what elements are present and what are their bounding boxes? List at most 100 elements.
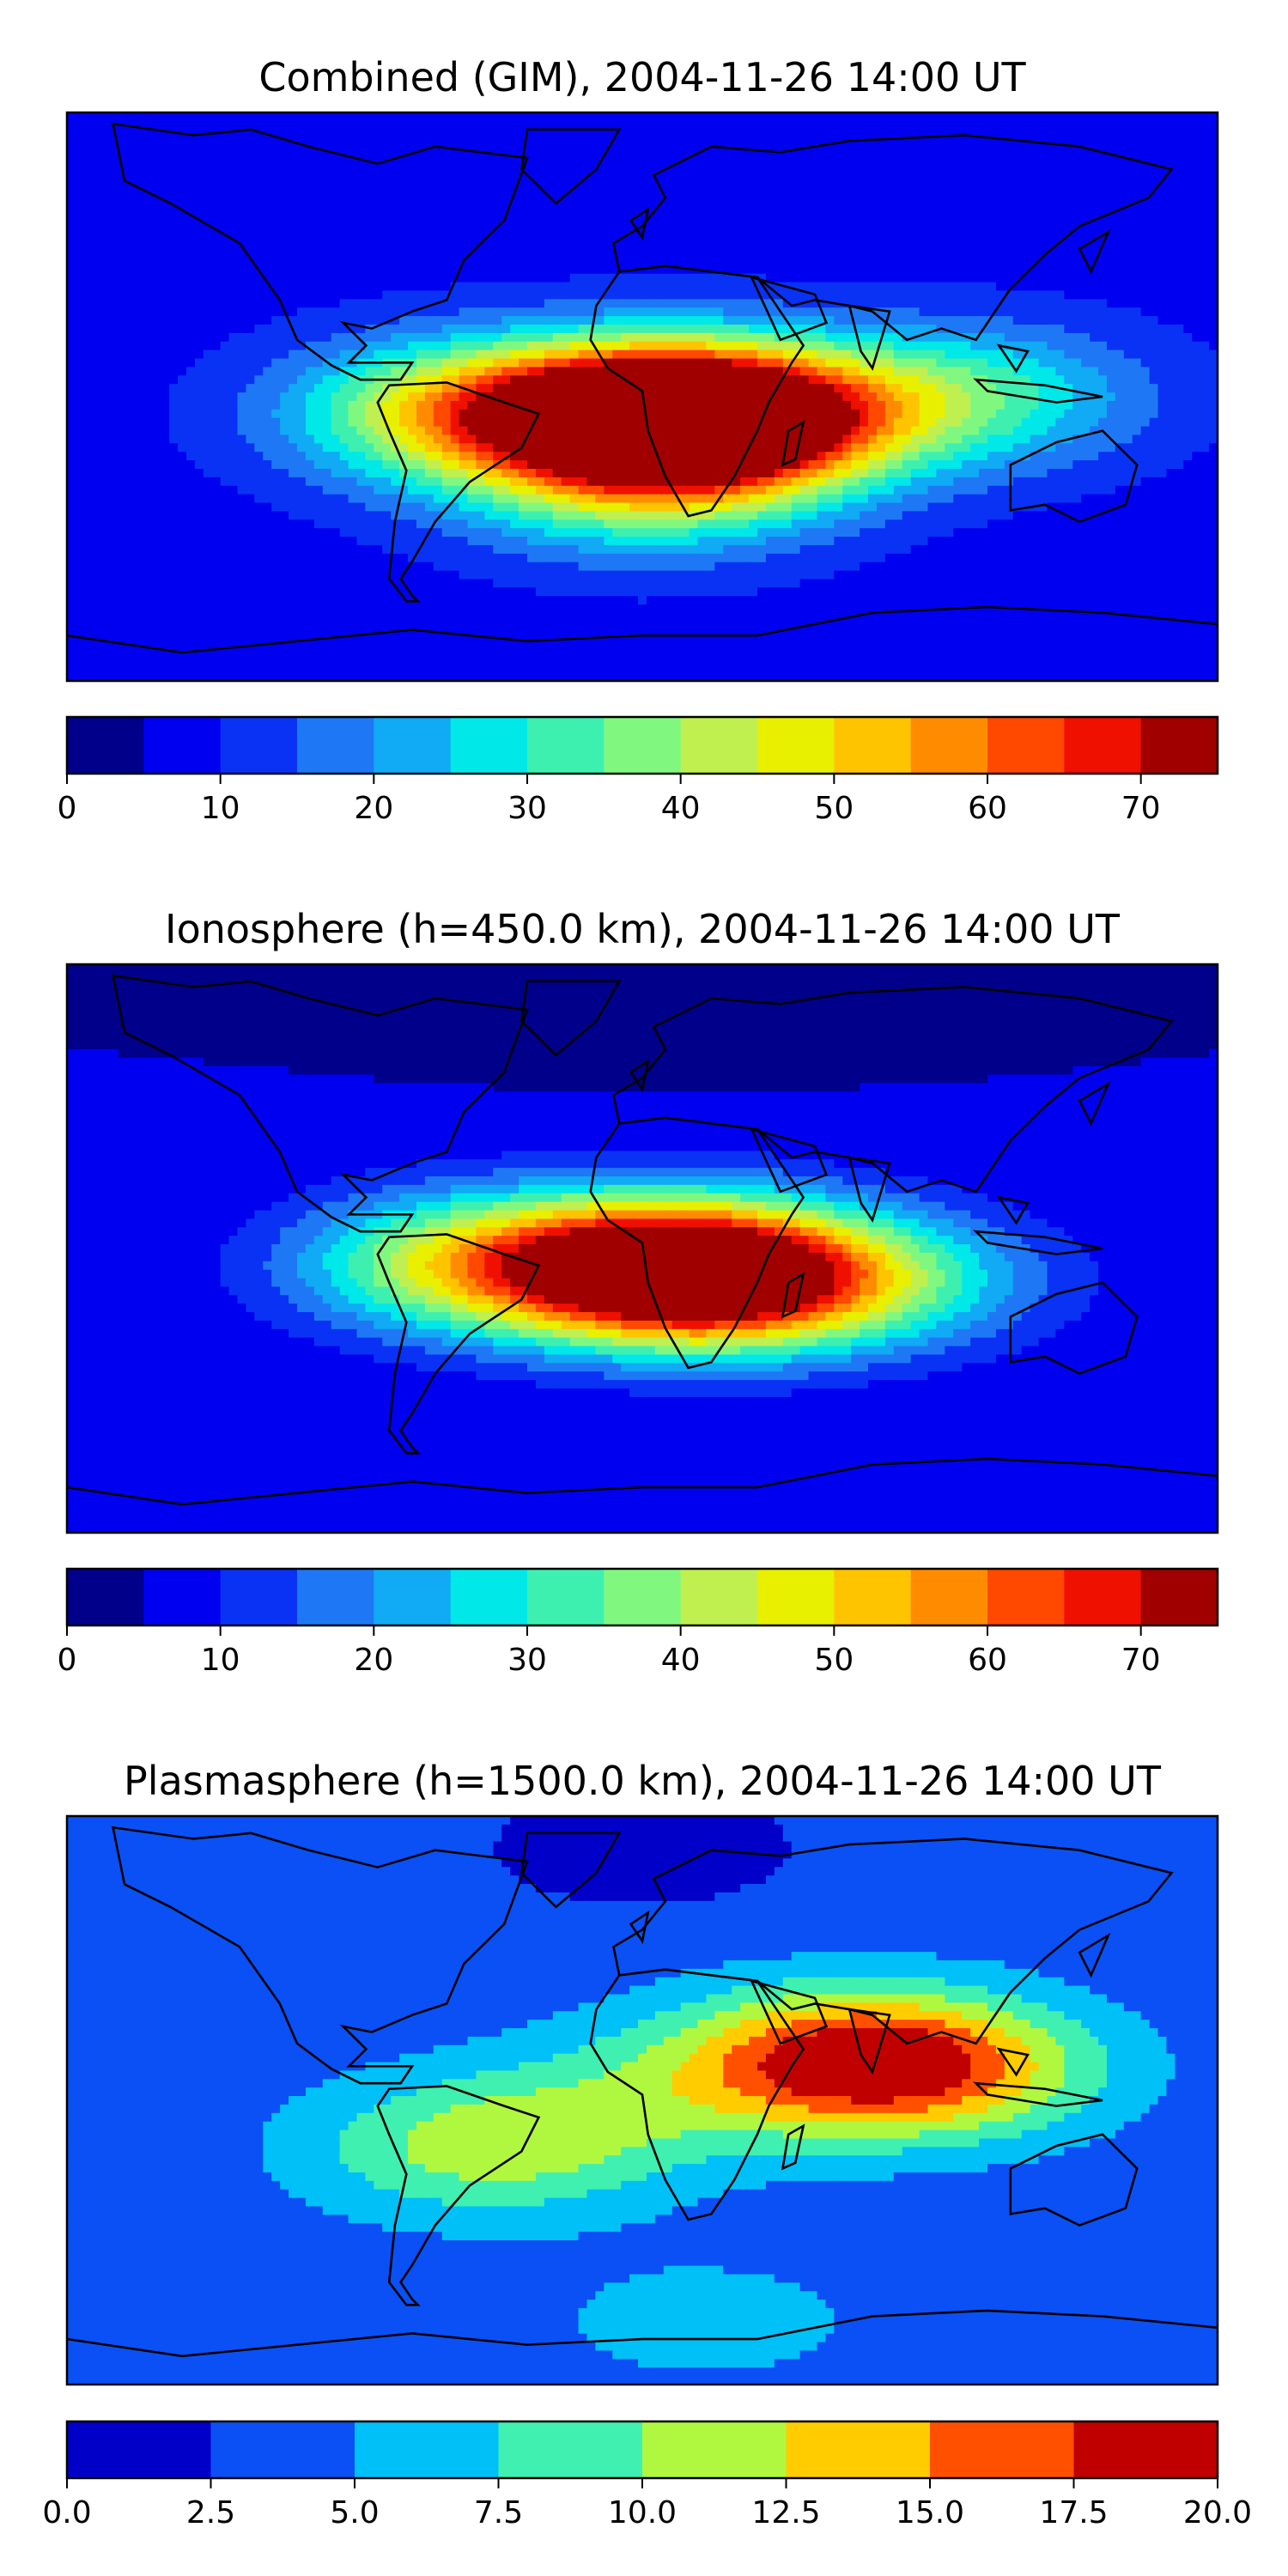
heatmap-cell	[289, 256, 298, 266]
heatmap-cell	[774, 299, 784, 308]
heatmap-cell	[313, 137, 324, 148]
heatmap-cell	[995, 155, 1005, 164]
heatmap-cell	[1106, 205, 1116, 216]
heatmap-cell	[834, 375, 843, 385]
heatmap-cell	[817, 163, 827, 173]
heatmap-cell	[75, 325, 85, 334]
heatmap-cell	[152, 155, 161, 164]
heatmap-cell	[161, 307, 170, 317]
heatmap-cell	[774, 205, 784, 216]
heatmap-cell	[1175, 282, 1184, 292]
heatmap-cell	[586, 282, 597, 292]
heatmap-cell	[161, 137, 170, 148]
heatmap-cell	[834, 341, 843, 351]
heatmap-cell	[271, 299, 281, 308]
heatmap-cell	[834, 214, 843, 224]
heatmap-cell	[1132, 367, 1142, 376]
heatmap-cell	[1072, 392, 1082, 402]
heatmap-cell	[100, 129, 111, 139]
heatmap-cell	[654, 384, 665, 393]
heatmap-cell	[638, 120, 647, 131]
heatmap-cell	[433, 112, 443, 122]
heatmap-cell	[654, 172, 665, 181]
heatmap-cell	[356, 214, 367, 224]
heatmap-cell	[356, 316, 367, 325]
heatmap-cell	[638, 137, 647, 148]
heatmap-cell	[1157, 392, 1168, 402]
heatmap-cell	[646, 188, 656, 198]
heatmap-cell	[1047, 384, 1057, 393]
heatmap-cell	[1038, 264, 1048, 275]
heatmap-cell	[953, 400, 963, 410]
heatmap-cell	[220, 316, 230, 325]
heatmap-cell	[1123, 129, 1133, 139]
heatmap-cell	[408, 325, 417, 334]
heatmap-cell	[118, 290, 128, 300]
heatmap-cell	[740, 197, 750, 207]
heatmap-cell	[100, 188, 111, 198]
heatmap-cell	[953, 205, 963, 216]
heatmap-cell	[510, 222, 519, 232]
heatmap-cell	[1149, 222, 1159, 232]
heatmap-cell	[246, 307, 255, 317]
heatmap-cell	[1047, 282, 1057, 292]
heatmap-cell	[680, 341, 690, 351]
heatmap-cell	[1123, 146, 1133, 155]
heatmap-cell	[391, 299, 400, 308]
heatmap-cell	[493, 400, 502, 410]
heatmap-cell	[1157, 264, 1168, 275]
heatmap-cell	[178, 409, 187, 419]
heatmap-cell	[782, 172, 793, 181]
heatmap-cell	[799, 341, 810, 351]
heatmap-cell	[970, 137, 980, 148]
heatmap-cell	[1021, 273, 1031, 283]
heatmap-cell	[297, 180, 307, 190]
heatmap-cell	[646, 256, 656, 266]
heatmap-cell	[765, 120, 775, 131]
heatmap-cell	[67, 205, 76, 216]
heatmap-cell	[75, 214, 85, 224]
heatmap-cell	[706, 188, 715, 198]
heatmap-cell	[646, 384, 656, 393]
heatmap-cell	[544, 282, 554, 292]
heatmap-cell	[995, 172, 1005, 181]
heatmap-cell	[441, 392, 452, 402]
heatmap-cell	[1090, 367, 1099, 376]
heatmap-cell	[979, 400, 988, 410]
heatmap-cell	[569, 155, 580, 164]
heatmap-cell	[1012, 155, 1023, 164]
heatmap-cell	[348, 273, 358, 283]
heatmap-cell	[467, 120, 477, 131]
heatmap-cell	[211, 282, 222, 292]
heatmap-cell	[92, 316, 102, 325]
heatmap-cell	[1098, 172, 1108, 181]
heatmap-cell	[927, 349, 938, 360]
heatmap-cell	[936, 332, 945, 343]
heatmap-cell	[228, 400, 239, 410]
heatmap-cell	[246, 188, 255, 198]
heatmap-cell	[280, 375, 289, 385]
heatmap-cell	[936, 282, 945, 292]
heatmap-cell	[1115, 341, 1125, 351]
heatmap-cell	[237, 188, 247, 198]
heatmap-cell	[953, 341, 963, 351]
heatmap-cell	[774, 222, 784, 232]
heatmap-cell	[595, 358, 605, 368]
heatmap-cell	[1072, 307, 1082, 317]
heatmap-cell	[416, 197, 426, 207]
heatmap-cell	[1123, 197, 1133, 207]
heatmap-cell	[467, 349, 477, 360]
heatmap-cell	[782, 375, 793, 385]
heatmap-cell	[75, 248, 85, 258]
heatmap-cell	[280, 358, 289, 368]
heatmap-cell	[297, 205, 307, 216]
heatmap-cell	[927, 384, 938, 393]
heatmap-cell	[851, 231, 860, 240]
heatmap-cell	[689, 316, 699, 325]
heatmap-cell	[246, 417, 255, 428]
heatmap-cell	[382, 146, 392, 155]
heatmap-cell	[433, 197, 443, 207]
heatmap-cell	[1038, 384, 1048, 393]
heatmap-cell	[228, 367, 239, 376]
heatmap-cell	[732, 325, 741, 334]
